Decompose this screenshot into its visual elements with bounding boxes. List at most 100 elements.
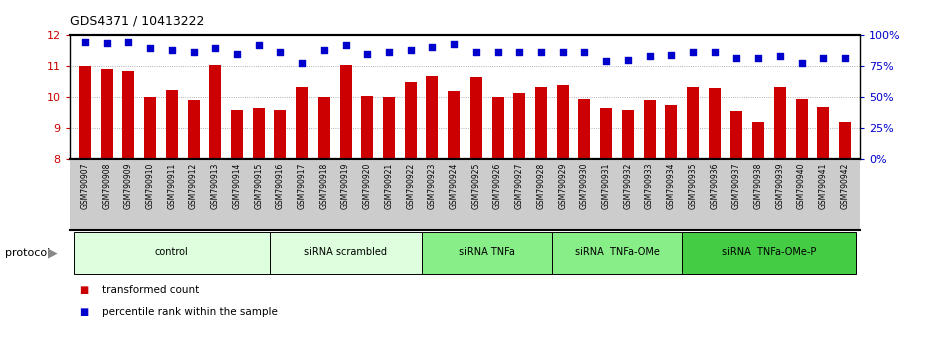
Point [186, 48, 201, 54]
Bar [318, 97, 330, 159]
Text: ■: ■ [79, 307, 88, 316]
Point [100, 40, 114, 46]
Text: GSM790915: GSM790915 [254, 163, 263, 209]
Text: GSM790926: GSM790926 [493, 163, 502, 209]
Text: GSM790918: GSM790918 [319, 163, 328, 209]
Bar [274, 110, 286, 159]
Text: GSM790917: GSM790917 [298, 163, 307, 209]
Text: GSM790936: GSM790936 [711, 163, 719, 209]
Bar [270, 233, 421, 274]
Bar [74, 233, 270, 274]
Bar [79, 67, 91, 159]
Point [121, 39, 136, 44]
Point [664, 52, 679, 58]
Point [316, 47, 331, 53]
Bar [339, 65, 352, 159]
Bar [296, 86, 308, 159]
Point [534, 48, 549, 54]
Text: GSM790931: GSM790931 [602, 163, 611, 209]
Text: GSM790908: GSM790908 [102, 163, 112, 209]
Text: percentile rank within the sample: percentile rank within the sample [102, 307, 278, 316]
Text: GSM790909: GSM790909 [124, 163, 133, 209]
Bar [100, 69, 113, 159]
Text: GSM790939: GSM790939 [776, 163, 784, 209]
Point [838, 55, 853, 61]
Text: siRNA  TNFa-OMe-P: siRNA TNFa-OMe-P [722, 247, 817, 257]
Point [295, 60, 310, 65]
Text: GSM790911: GSM790911 [167, 163, 177, 209]
Bar [361, 96, 373, 159]
Bar [622, 110, 634, 159]
Text: GSM790912: GSM790912 [189, 163, 198, 209]
Point [620, 57, 635, 63]
Bar [492, 97, 503, 159]
Text: protocol: protocol [5, 248, 50, 258]
Bar [470, 77, 482, 159]
Text: GSM790929: GSM790929 [558, 163, 567, 209]
Point [207, 45, 222, 51]
Bar [166, 90, 178, 159]
Point [773, 53, 788, 59]
Point [230, 51, 245, 57]
Point [339, 42, 353, 48]
Point [599, 58, 614, 64]
Text: GSM790938: GSM790938 [753, 163, 763, 209]
Bar [253, 108, 265, 159]
Bar [557, 85, 569, 159]
Point [446, 41, 461, 47]
Bar [513, 93, 525, 159]
Text: GSM790919: GSM790919 [341, 163, 350, 209]
Point [794, 60, 809, 65]
Bar [687, 86, 699, 159]
Text: GSM790914: GSM790914 [232, 163, 242, 209]
Text: siRNA  TNFa-OMe: siRNA TNFa-OMe [575, 247, 659, 257]
Text: GSM790916: GSM790916 [276, 163, 285, 209]
Text: siRNA TNFa: siRNA TNFa [458, 247, 514, 257]
Point [165, 47, 179, 53]
Text: GSM790910: GSM790910 [146, 163, 154, 209]
Text: control: control [155, 247, 189, 257]
Text: GSM790930: GSM790930 [580, 163, 589, 209]
Bar [188, 101, 200, 159]
Point [642, 53, 657, 59]
Bar [144, 97, 156, 159]
Bar [209, 65, 221, 159]
Bar [535, 86, 547, 159]
Bar [683, 233, 856, 274]
Point [142, 45, 157, 51]
Text: GSM790935: GSM790935 [688, 163, 698, 209]
Bar [774, 86, 786, 159]
Point [577, 48, 591, 54]
Bar [421, 233, 551, 274]
Point [469, 48, 484, 54]
Point [490, 48, 505, 54]
Text: GSM790937: GSM790937 [732, 163, 741, 209]
Text: GSM790924: GSM790924 [449, 163, 458, 209]
Point [360, 51, 375, 57]
Bar [839, 122, 851, 159]
Text: GSM790933: GSM790933 [645, 163, 654, 209]
Text: GSM790925: GSM790925 [472, 163, 481, 209]
Bar [709, 88, 721, 159]
Text: GSM790934: GSM790934 [667, 163, 676, 209]
Bar [796, 99, 807, 159]
Text: GSM790921: GSM790921 [384, 163, 393, 209]
Text: GSM790913: GSM790913 [211, 163, 219, 209]
Point [77, 39, 92, 44]
Bar [752, 122, 764, 159]
Bar [730, 111, 742, 159]
Bar [817, 107, 830, 159]
Bar [231, 110, 243, 159]
Text: GDS4371 / 10413222: GDS4371 / 10413222 [70, 14, 204, 27]
Bar [427, 76, 438, 159]
Bar [405, 82, 417, 159]
Point [404, 47, 418, 53]
Text: GSM790942: GSM790942 [841, 163, 849, 209]
Text: GSM790923: GSM790923 [428, 163, 437, 209]
Text: transformed count: transformed count [102, 285, 200, 295]
Bar [448, 91, 460, 159]
Point [685, 48, 700, 54]
Point [273, 48, 288, 54]
Bar [578, 99, 591, 159]
Point [512, 48, 526, 54]
